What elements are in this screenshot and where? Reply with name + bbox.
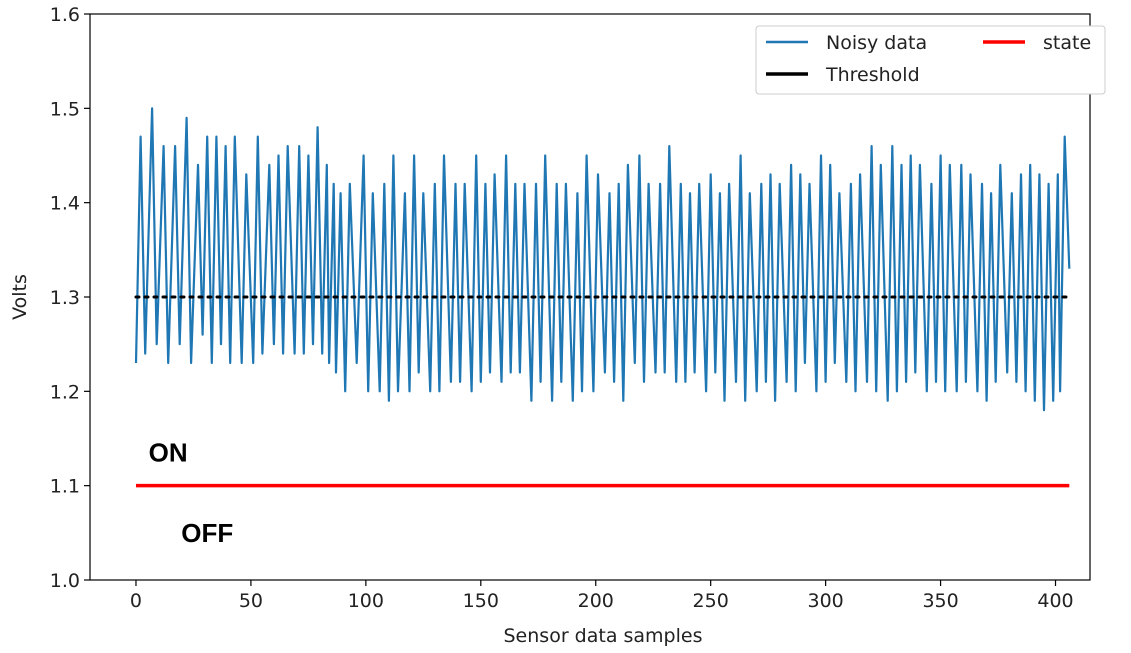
x-axis-title: Sensor data samples: [504, 625, 703, 647]
x-axis-ticks: 0 50 100 150 200 250 300 350 400: [130, 580, 1074, 612]
series-layer: [134, 107, 1071, 488]
x-tick-label: 400: [1037, 590, 1073, 612]
legend: Noisy data Threshold state: [755, 25, 1106, 95]
legend-label-threshold: Threshold: [825, 64, 920, 86]
y-tick-label: 1.3: [50, 287, 80, 309]
legend-label-noisy-data: Noisy data: [826, 32, 927, 54]
y-tick-label: 1.1: [50, 476, 80, 498]
y-tick-label: 1.5: [50, 98, 80, 120]
x-tick-label: 150: [463, 590, 499, 612]
series-line-noisy-data: [134, 107, 1071, 412]
x-tick-label: 300: [807, 590, 843, 612]
y-tick-label: 1.6: [50, 4, 80, 26]
x-tick-label: 200: [578, 590, 614, 612]
annotation-layer: ON OFF: [149, 438, 234, 548]
x-tick-label: 0: [130, 590, 142, 612]
annotation-on: ON: [149, 438, 188, 468]
legend-label-state: state: [1043, 32, 1091, 54]
x-tick-label: 250: [693, 590, 729, 612]
y-tick-label: 1.0: [50, 570, 80, 592]
y-axis-title: Volts: [9, 274, 31, 320]
y-axis-ticks: 1.0 1.1 1.2 1.3 1.4 1.5 1.6: [50, 4, 90, 592]
annotation-off: OFF: [181, 518, 233, 548]
y-tick-label: 1.4: [50, 193, 80, 215]
x-tick-label: 100: [348, 590, 384, 612]
x-tick-label: 350: [922, 590, 958, 612]
x-tick-label: 50: [239, 590, 263, 612]
y-tick-label: 1.2: [50, 381, 80, 403]
